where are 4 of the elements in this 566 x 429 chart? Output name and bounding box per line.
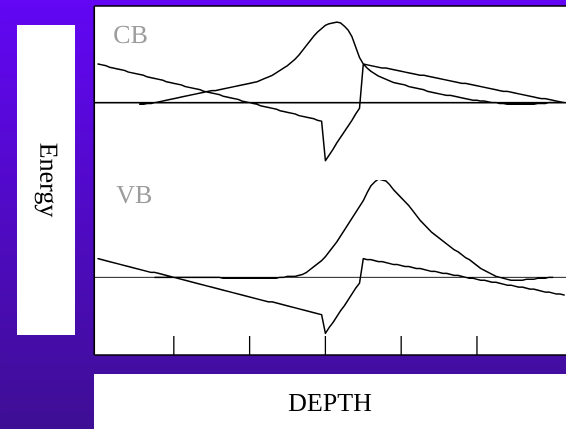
x-axis-title: DEPTH: [288, 394, 372, 412]
chart-title: CB: [114, 26, 147, 44]
chart-title: VB: [116, 186, 152, 204]
y-axis-title: Energy: [34, 143, 58, 218]
